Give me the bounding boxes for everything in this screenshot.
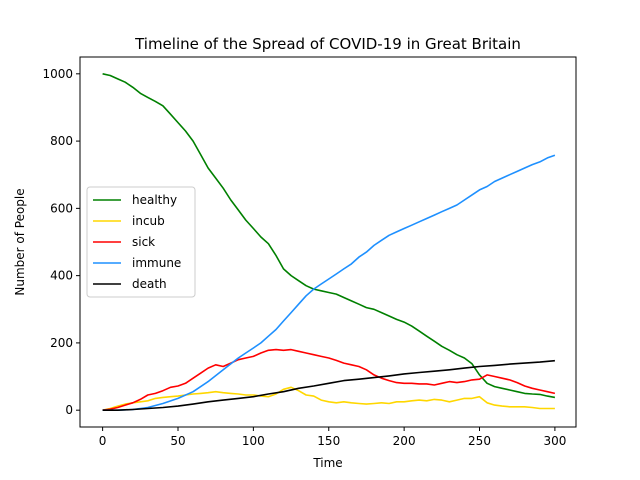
plot-frame: [79, 56, 577, 428]
series-line-death: [102, 359, 555, 411]
series-line-sick: [102, 348, 556, 411]
x-axis-label: Time: [312, 456, 342, 470]
legend-label-healthy: healthy: [132, 193, 177, 207]
y-tick-label: 800: [50, 134, 73, 148]
series-line-immune: [102, 154, 556, 411]
plot-area: [102, 73, 556, 411]
y-tick-label: 1000: [42, 67, 73, 81]
chart-title: Timeline of the Spread of COVID-19 in Gr…: [134, 35, 521, 53]
x-tick-label: 100: [242, 434, 265, 448]
legend-label-incub: incub: [132, 214, 165, 228]
series-line-incub: [102, 386, 555, 411]
y-tick-label: 600: [50, 201, 73, 215]
legend-label-sick: sick: [132, 235, 155, 249]
legend: healthy incub sick immune death: [86, 186, 196, 298]
y-tick-label: 0: [65, 403, 73, 417]
y-tick-label: 200: [50, 336, 73, 350]
x-tick-label: 50: [170, 434, 185, 448]
series-line-healthy: [102, 73, 556, 399]
x-tick-label: 0: [99, 434, 107, 448]
x-axis-ticks: 0 50 100 150 200 250 300: [99, 427, 566, 448]
y-tick-label: 400: [50, 269, 73, 283]
x-tick-label: 250: [468, 434, 491, 448]
y-axis-label: Number of People: [13, 188, 27, 295]
x-tick-label: 300: [543, 434, 566, 448]
x-tick-label: 200: [393, 434, 416, 448]
y-axis-ticks: 0 200 400 600 800 1000: [42, 67, 80, 417]
legend-label-death: death: [132, 277, 167, 291]
legend-label-immune: immune: [132, 256, 181, 270]
legend-box: [86, 186, 196, 298]
x-tick-label: 150: [317, 434, 340, 448]
